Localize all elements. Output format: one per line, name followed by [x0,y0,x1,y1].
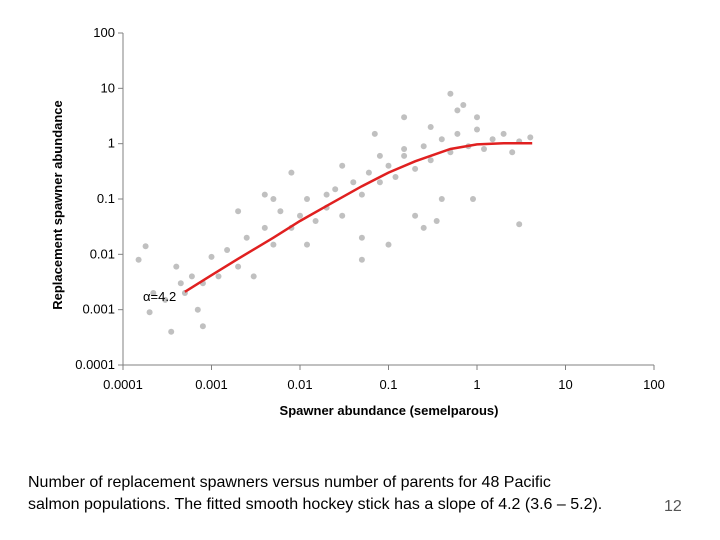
data-point [270,196,277,202]
caption-line-1: Number of replacement spawners versus nu… [28,474,551,491]
data-point [288,169,295,176]
data-point [401,146,408,152]
data-point [332,186,339,193]
data-point [235,263,242,270]
caption-line-2: salmon populations. The fitted smooth ho… [28,496,603,513]
data-point [438,136,445,143]
data-point [420,224,427,231]
y-tick-label: 0.1 [97,191,115,206]
data-point [177,280,184,287]
data-point [433,218,440,224]
data-point [304,241,310,248]
page-number: 12 [664,498,682,515]
figure-caption: Number of replacement spawners versus nu… [28,472,688,516]
x-tick-label: 0.001 [195,377,228,392]
data-point [376,179,383,186]
data-point [199,323,206,330]
data-point [365,169,372,176]
data-point [385,241,392,248]
data-point [392,174,399,180]
data-point [243,234,250,241]
axes: 0.0001 0.001 0.01 0.1 1 10 100 0.0001 0.001 0.01 0… [75,25,665,392]
data-point [261,191,268,198]
y-tick-label: 10 [101,80,115,95]
data-point [323,191,330,198]
data-point [527,134,534,141]
data-point [304,196,310,202]
x-axis-title: Spawner abundance (semelparous) [280,403,499,418]
x-tick-label: 1 [473,377,480,392]
y-axis-title: Replacement spawner abundance [50,100,65,310]
fitted-hockey-stick-line [184,141,533,293]
data-point [412,212,419,219]
data-point [401,114,408,121]
scatter-points [135,90,534,335]
data-point [489,136,496,143]
data-point [146,309,153,316]
data-point [371,130,378,137]
scatter-chart: 0.0001 0.001 0.01 0.1 1 10 100 0.0001 0.001 0.01 0… [50,25,665,418]
data-point [162,296,169,303]
data-point [358,191,365,198]
data-point [427,157,434,164]
data-point [168,328,175,335]
data-point [460,102,467,108]
data-point [481,146,487,152]
data-point [312,218,319,224]
y-tick-label: 0.01 [90,246,115,261]
data-point [412,165,419,172]
data-point [235,208,242,215]
data-point [339,162,346,169]
data-point [427,124,434,130]
data-point [454,107,461,114]
data-point [509,149,516,156]
data-point [350,179,357,186]
data-point [474,114,480,121]
data-point [142,243,149,250]
data-point [339,212,346,219]
data-point [401,152,408,159]
alpha-annotation: α=4.2 [143,289,176,304]
data-point [376,152,383,159]
x-tick-label: 0.1 [379,377,397,392]
data-point [208,253,215,260]
data-point [277,208,284,215]
data-point [250,273,257,280]
data-point [173,263,180,270]
data-point [135,256,142,263]
y-tick-label: 0.001 [82,302,115,317]
data-point [261,224,268,231]
x-tick-label: 0.0001 [103,377,143,392]
x-tick-label: 100 [643,377,665,392]
data-point [454,130,461,137]
data-point [474,126,480,133]
data-point [150,290,157,296]
data-point [358,256,365,263]
data-point [500,130,507,137]
data-point [194,306,201,313]
data-point [224,247,231,253]
data-point [297,212,303,219]
data-point [420,143,427,150]
y-tick-label: 100 [93,25,115,40]
y-tick-label: 1 [108,136,115,151]
data-point [270,241,277,248]
y-tick-label: 0.0001 [75,357,115,372]
data-point [447,90,454,97]
data-point [438,196,445,202]
x-tick-label: 10 [558,377,572,392]
data-point [516,221,523,228]
data-point [358,234,365,241]
data-point [188,273,195,280]
data-point [470,196,476,202]
data-point [385,162,392,169]
data-point [215,273,222,280]
x-tick-label: 0.01 [287,377,312,392]
